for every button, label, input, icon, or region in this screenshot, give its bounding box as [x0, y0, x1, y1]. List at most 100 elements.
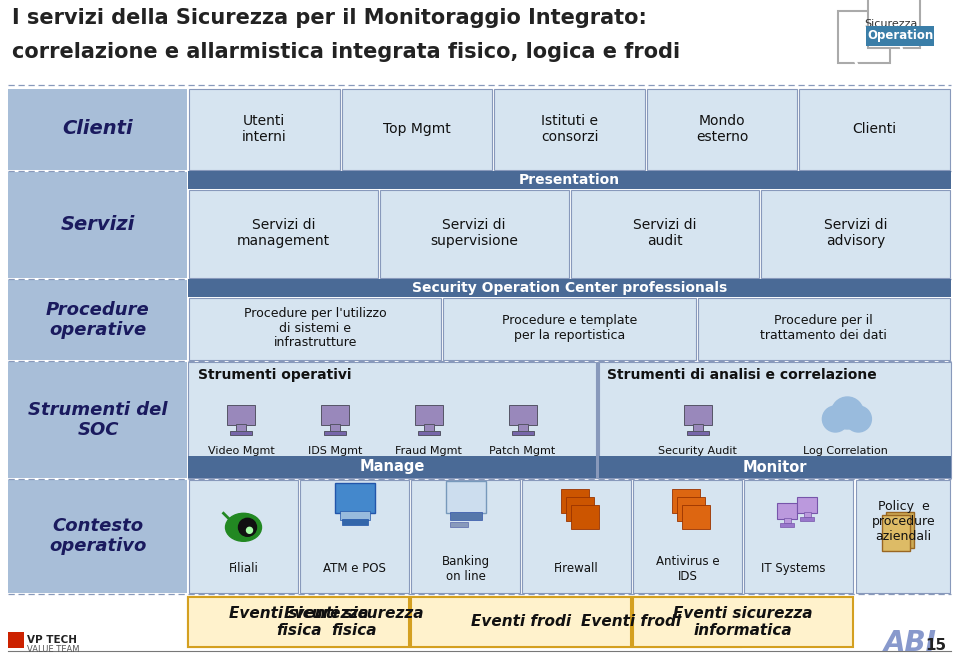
Text: Presentation: Presentation [519, 173, 620, 187]
Text: Procedure per il
trattamento dei dati: Procedure per il trattamento dei dati [760, 314, 887, 342]
Bar [8, 632, 24, 648]
Text: I servizi della Sicurezza per il Monitoraggio Integrato:: I servizi della Sicurezza per il Monitor… [12, 8, 647, 28]
Bar [646, 89, 797, 170]
Bar [886, 512, 914, 548]
Text: Servizi: Servizi [60, 215, 135, 235]
Bar [227, 405, 255, 425]
Text: Operation: Operation [867, 30, 933, 42]
Bar [8, 480, 187, 593]
Text: Security Operation Center professionals: Security Operation Center professionals [411, 281, 727, 295]
Text: Strumenti del
SOC: Strumenti del SOC [28, 401, 168, 440]
Bar [856, 480, 950, 593]
Text: Strumenti operativi: Strumenti operativi [198, 368, 352, 382]
Text: Eventi sicurezza
informatica: Eventi sicurezza informatica [673, 605, 812, 639]
Text: IDS Mgmt: IDS Mgmt [308, 446, 363, 456]
Text: Istituti e
consorzi: Istituti e consorzi [541, 114, 598, 144]
Bar [236, 424, 246, 432]
Bar [8, 172, 187, 278]
Bar [571, 505, 598, 529]
Text: Fraud Mgmt: Fraud Mgmt [395, 446, 462, 456]
Bar [633, 597, 853, 647]
Circle shape [239, 518, 256, 536]
Bar [676, 497, 705, 522]
Bar [8, 280, 187, 360]
Circle shape [846, 406, 872, 432]
Text: Eventi sicurezza
fisica: Eventi sicurezza fisica [229, 605, 368, 639]
Bar [777, 503, 797, 520]
Bar [511, 431, 533, 435]
Bar [339, 512, 369, 520]
Text: Servizi di
advisory: Servizi di advisory [824, 218, 887, 248]
Text: Sicurezza: Sicurezza [864, 19, 918, 29]
Text: Eventi frodi: Eventi frodi [581, 615, 681, 629]
Bar [838, 11, 890, 63]
Text: Procedure
operative: Procedure operative [46, 301, 150, 339]
Text: IT Systems: IT Systems [761, 563, 826, 575]
Bar [800, 518, 813, 522]
Bar [330, 424, 339, 432]
Bar [189, 190, 378, 278]
Text: Clienti: Clienti [62, 120, 133, 139]
Text: Clienti: Clienti [853, 122, 897, 136]
Bar [797, 497, 816, 514]
Bar [868, 0, 920, 48]
Bar [697, 298, 950, 360]
Bar [633, 480, 742, 593]
Bar [188, 362, 596, 478]
Text: Filiali: Filiali [228, 563, 258, 575]
Bar [189, 89, 339, 170]
Text: Servizi di
audit: Servizi di audit [633, 218, 696, 248]
Circle shape [831, 397, 863, 429]
Bar [882, 515, 910, 551]
Bar [671, 489, 699, 514]
Bar [188, 597, 409, 647]
Bar [522, 480, 631, 593]
Text: Monitor: Monitor [743, 459, 807, 475]
Bar [450, 512, 481, 520]
Bar [599, 362, 951, 478]
Text: Top Mgmt: Top Mgmt [383, 122, 451, 136]
Text: Banking
on line: Banking on line [441, 555, 489, 583]
Text: Procedure e template
per la reportistica: Procedure e template per la reportistica [502, 314, 637, 342]
Bar [411, 480, 520, 593]
Text: ABI: ABI [883, 629, 937, 657]
Text: correlazione e allarmistica integrata fisico, logica e frodi: correlazione e allarmistica integrata fi… [12, 42, 680, 62]
Bar [321, 405, 349, 425]
Text: Manage: Manage [360, 459, 425, 475]
Text: Strumenti di analisi e correlazione: Strumenti di analisi e correlazione [607, 368, 877, 382]
Text: VALUE TEAM: VALUE TEAM [27, 644, 80, 654]
Bar [692, 424, 703, 432]
Ellipse shape [225, 514, 262, 541]
Bar [566, 497, 594, 522]
Bar [188, 456, 596, 478]
Text: Security Audit: Security Audit [658, 446, 737, 456]
Circle shape [823, 406, 849, 432]
Bar [188, 279, 951, 297]
Bar [446, 481, 485, 514]
Bar [411, 597, 631, 647]
Text: 15: 15 [924, 639, 946, 654]
Text: Firewall: Firewall [554, 563, 598, 575]
Text: VP TECH: VP TECH [27, 635, 77, 645]
Bar [188, 597, 519, 647]
Text: Servizi di
management: Servizi di management [237, 218, 330, 248]
Bar [494, 89, 644, 170]
Bar [189, 298, 441, 360]
Text: Procedure per l'utilizzo
di sistemi e
infrastrutture: Procedure per l'utilizzo di sistemi e in… [244, 307, 386, 350]
Bar [780, 524, 793, 527]
Bar [560, 489, 589, 514]
Text: Video Mgmt: Video Mgmt [208, 446, 274, 456]
Bar [800, 89, 950, 170]
Bar [450, 522, 467, 527]
Bar [414, 405, 443, 425]
Text: Log Correlation: Log Correlation [803, 446, 888, 456]
Bar [380, 190, 569, 278]
Bar [508, 405, 536, 425]
Bar [8, 362, 187, 478]
Bar [418, 431, 440, 435]
Bar [684, 405, 712, 425]
Text: Servizi di
supervisione: Servizi di supervisione [431, 218, 518, 248]
Bar [599, 456, 951, 478]
Text: Mondo
esterno: Mondo esterno [696, 114, 748, 144]
Bar [230, 431, 252, 435]
